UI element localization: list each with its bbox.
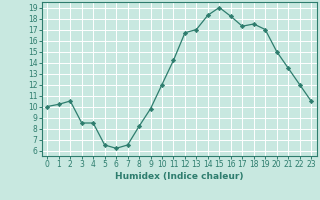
X-axis label: Humidex (Indice chaleur): Humidex (Indice chaleur): [115, 172, 244, 181]
